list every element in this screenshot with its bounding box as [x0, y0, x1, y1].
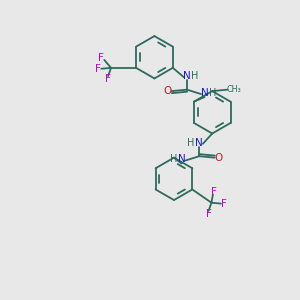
Text: CH₃: CH₃ [226, 85, 242, 94]
Text: H: H [191, 71, 199, 81]
Text: N: N [195, 138, 203, 148]
Text: N: N [201, 88, 208, 98]
Text: H: H [209, 88, 217, 98]
Text: O: O [214, 153, 223, 163]
Text: F: F [105, 74, 111, 84]
Text: F: F [221, 199, 227, 209]
Text: F: F [206, 209, 212, 219]
Text: O: O [164, 86, 172, 96]
Text: F: F [98, 53, 104, 63]
Text: F: F [212, 187, 217, 196]
Text: N: N [178, 154, 185, 164]
Text: H: H [170, 154, 177, 164]
Text: N: N [183, 71, 191, 81]
Text: H: H [187, 138, 195, 148]
Text: F: F [95, 64, 101, 74]
